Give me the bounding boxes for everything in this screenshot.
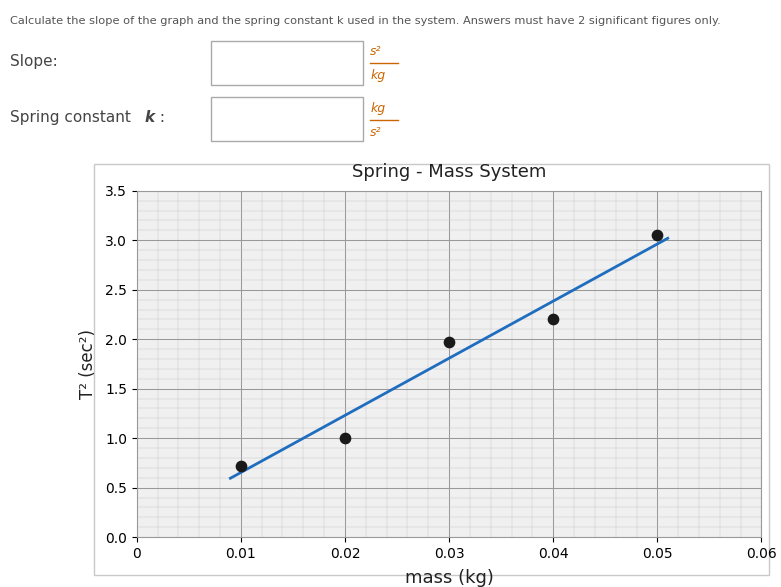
Text: s²: s²	[370, 45, 382, 58]
Point	[339, 433, 351, 443]
Text: kg: kg	[370, 69, 385, 82]
Point	[234, 461, 247, 471]
Point	[651, 231, 664, 240]
Y-axis label: T² (sec²): T² (sec²)	[79, 329, 97, 399]
Text: Slope:: Slope:	[10, 54, 58, 69]
Text: Spring constant: Spring constant	[10, 110, 136, 125]
Point	[547, 315, 559, 324]
X-axis label: mass (kg): mass (kg)	[405, 569, 494, 587]
Text: :: :	[155, 110, 165, 125]
Text: Calculate the slope of the graph and the spring constant k used in the system. A: Calculate the slope of the graph and the…	[10, 16, 721, 26]
Text: k: k	[144, 110, 155, 125]
Text: s²: s²	[370, 126, 382, 139]
Point	[443, 338, 455, 347]
Text: kg: kg	[370, 102, 385, 115]
Title: Spring - Mass System: Spring - Mass System	[352, 163, 546, 181]
